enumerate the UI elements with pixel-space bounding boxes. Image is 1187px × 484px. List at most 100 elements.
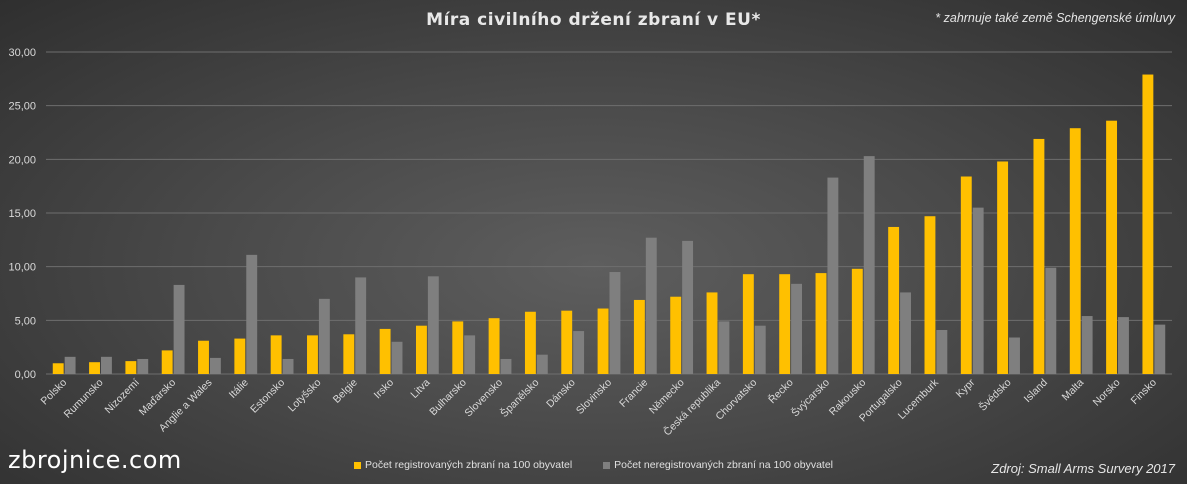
legend-item-unregistered: Počet neregistrovaných zbraní na 100 oby… [603,459,833,471]
x-tick-label: Finsko [1129,377,1159,407]
bar-unregistered [173,284,185,374]
footnote: * zahrnuje také země Schengenské úmluvy [935,11,1175,25]
y-tick-label: 0,00 [15,369,36,381]
x-tick-label: Norsko [1091,377,1123,409]
bar-registered [524,311,536,374]
bar-unregistered [863,156,875,374]
bar-registered [161,350,173,374]
bar-unregistered [645,237,657,374]
x-tick-label: Irsko [372,377,397,402]
x-tick-label: Švýcarsko [789,376,833,420]
x-tick-label: Polsko [39,377,70,408]
bar-unregistered [1081,316,1093,374]
bar-unregistered [1118,317,1129,374]
x-tick-label: Švédsko [976,376,1014,414]
bar-registered [888,226,900,374]
bar-registered [633,299,645,374]
bar-registered [89,362,100,374]
legend-item-registered: Počet registrovaných zbraní na 100 obyva… [353,459,573,471]
bar-registered [779,274,791,374]
bar-registered [343,334,355,374]
bar-unregistered [972,207,984,374]
bar-unregistered [536,354,548,374]
bar-registered [1033,138,1045,374]
bar-unregistered [100,356,112,374]
x-tick-label: Lucemburk [896,376,942,422]
bar-unregistered [464,335,476,374]
legend: Počet registrovaných zbraní na 100 obyva… [0,459,1187,472]
bar-registered [851,268,863,374]
y-tick-label: 20,00 [8,154,36,166]
bar-unregistered [391,341,403,374]
bar-unregistered [1009,337,1020,374]
bar-unregistered [682,240,694,374]
x-tick-label: Rumunsko [62,377,106,421]
bar-registered [924,216,936,374]
x-tick-label: Island [1022,377,1050,405]
bar-unregistered [791,283,803,374]
bar-unregistered [137,358,149,374]
chart-title: Míra civilního držení zbraní v EU* [426,10,761,30]
x-tick-label: Estonsko [248,377,287,416]
bar-registered [960,176,972,374]
bar-registered [997,161,1009,374]
legend-label-unregistered: Počet neregistrovaných zbraní na 100 oby… [614,459,834,471]
bar-unregistered [282,358,294,374]
bar-unregistered [209,357,221,374]
site-logo-text: zbrojnice.com [8,446,182,474]
x-tick-label: Itálie [227,377,251,401]
x-tick-label: Francie [617,377,650,410]
bar-registered [670,296,682,374]
source-note: Zdroj: Small Arms Survery 2017 [991,461,1175,476]
bar-unregistered [500,358,512,374]
bar-registered [307,335,318,374]
bar-registered [234,338,246,374]
bar-registered [706,292,718,374]
x-tick-label: Dánsko [544,377,578,411]
y-tick-label: 5,00 [15,315,36,327]
legend-swatch-registered [353,461,361,469]
bar-unregistered [355,277,367,374]
bar-unregistered [246,254,258,374]
bar-unregistered [900,292,911,374]
bar-unregistered [754,325,766,374]
x-tick-label: Kypr [954,376,978,400]
x-tick-label: Španělsko [498,376,542,420]
x-tick-label: Belgie [331,377,360,406]
x-tick-label: Malta [1060,377,1087,404]
bar-registered [488,318,500,374]
bar-registered [1142,74,1154,374]
bar-unregistered [64,356,76,374]
legend-swatch-unregistered [603,461,611,469]
y-tick-label: 30,00 [8,47,36,59]
bar-unregistered [609,272,621,374]
bar-unregistered [1154,324,1166,374]
bar-registered [561,310,573,374]
x-tick-label: Řecko [765,376,795,406]
bar-registered [815,273,827,374]
bar-unregistered [427,276,439,374]
bar-registered [742,274,754,374]
bar-unregistered [936,329,948,374]
bar-registered [1106,120,1118,375]
y-tick-label: 15,00 [8,208,36,220]
bar-registered [379,328,391,374]
x-tick-label: Litva [408,377,432,401]
bar-registered [1069,128,1081,374]
bar-unregistered [573,331,585,374]
bar-registered [452,321,464,374]
bar-registered [415,325,427,374]
bar-registered [52,363,64,374]
bar-registered [198,340,209,374]
x-tick-label: Slovinsko [574,377,614,417]
legend-label-registered: Počet registrovaných zbraní na 100 obyva… [364,459,573,471]
bar-unregistered [718,321,730,374]
bar-registered [270,335,282,374]
bar-registered [597,308,609,374]
y-tick-label: 10,00 [8,262,36,274]
bar-registered [125,361,137,374]
x-tick-label: Lotyšsko [286,377,324,415]
bar-unregistered [318,298,330,374]
y-tick-label: 25,00 [8,101,36,113]
